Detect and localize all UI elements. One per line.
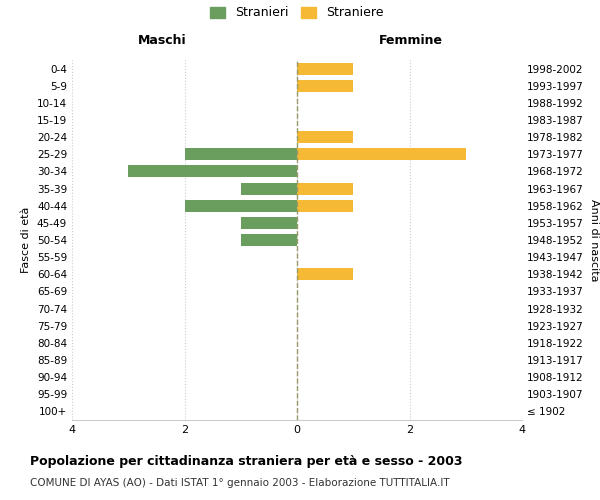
- Bar: [297, 200, 353, 211]
- Bar: [297, 182, 353, 194]
- Text: Femmine: Femmine: [379, 34, 443, 48]
- Legend: Stranieri, Straniere: Stranieri, Straniere: [205, 2, 389, 24]
- Bar: [241, 234, 297, 246]
- Text: Maschi: Maschi: [137, 34, 187, 48]
- Bar: [297, 80, 353, 92]
- Bar: [297, 148, 466, 160]
- Y-axis label: Fasce di età: Fasce di età: [22, 207, 31, 273]
- Text: COMUNE DI AYAS (AO) - Dati ISTAT 1° gennaio 2003 - Elaborazione TUTTITALIA.IT: COMUNE DI AYAS (AO) - Dati ISTAT 1° genn…: [30, 478, 449, 488]
- Bar: [297, 131, 353, 143]
- Bar: [297, 268, 353, 280]
- Bar: [128, 166, 297, 177]
- Text: Popolazione per cittadinanza straniera per età e sesso - 2003: Popolazione per cittadinanza straniera p…: [30, 455, 463, 468]
- Y-axis label: Anni di nascita: Anni di nascita: [589, 198, 599, 281]
- Bar: [185, 148, 297, 160]
- Bar: [241, 182, 297, 194]
- Bar: [297, 62, 353, 74]
- Bar: [241, 217, 297, 229]
- Bar: [185, 200, 297, 211]
